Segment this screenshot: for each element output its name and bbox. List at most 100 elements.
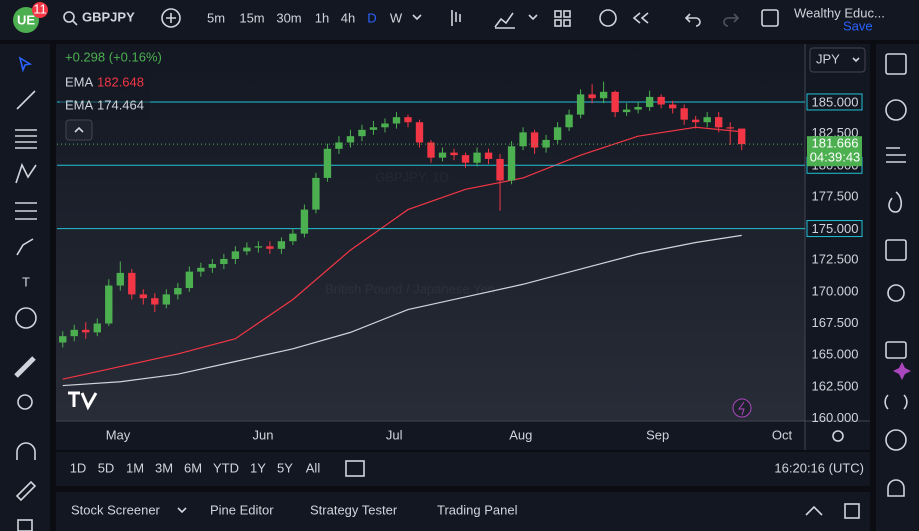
watchlist-button[interactable] xyxy=(885,53,907,75)
x-tick-label: Jun xyxy=(253,427,274,442)
candle-body xyxy=(404,117,412,123)
panel-tab[interactable]: Stock Screener xyxy=(71,502,161,517)
panel-tab[interactable]: Pine Editor xyxy=(210,502,274,517)
range-button[interactable]: 6M xyxy=(184,460,202,475)
indicators-button[interactable] xyxy=(494,12,515,29)
range-button[interactable]: YTD xyxy=(213,460,239,475)
candle-body xyxy=(392,117,401,124)
pattern-tool[interactable] xyxy=(15,162,37,184)
panel-maximize[interactable] xyxy=(844,503,860,519)
range-bar xyxy=(56,452,870,486)
range-button[interactable]: 1D xyxy=(70,460,87,475)
range-button[interactable]: 1M xyxy=(126,460,144,475)
text-tool[interactable]: T xyxy=(22,274,30,289)
hotlist-button[interactable] xyxy=(888,191,903,213)
layout-name[interactable]: Wealthy Educ... xyxy=(794,5,885,20)
candle-body xyxy=(231,251,240,259)
replay-side-button[interactable] xyxy=(885,429,907,451)
data-window-button[interactable] xyxy=(886,147,906,163)
level-label-box xyxy=(806,93,863,111)
candle-body xyxy=(496,158,504,181)
candle-body xyxy=(266,246,274,249)
range-button[interactable]: 1Y xyxy=(250,460,266,475)
indicators-dropdown[interactable] xyxy=(528,14,538,21)
calendar-button[interactable] xyxy=(885,239,907,261)
candle-body xyxy=(277,241,286,249)
interval-button[interactable]: 15m xyxy=(239,10,264,25)
candle-body xyxy=(565,114,573,128)
events-button[interactable] xyxy=(732,398,752,418)
candle-body xyxy=(174,288,182,295)
candle-body xyxy=(312,177,320,210)
interval-button[interactable]: W xyxy=(390,10,403,25)
legend-value: 182.648 xyxy=(97,74,144,89)
alert-button[interactable] xyxy=(599,9,617,27)
candle-body xyxy=(116,272,124,286)
layout-button[interactable] xyxy=(554,10,562,18)
lock-tool[interactable] xyxy=(15,480,37,502)
candle-body xyxy=(484,152,493,159)
range-button[interactable]: 5Y xyxy=(277,460,293,475)
interval-button[interactable]: 4h xyxy=(341,10,355,25)
interval-button[interactable]: 1h xyxy=(315,10,329,25)
ideas-button[interactable] xyxy=(887,284,905,302)
candle-body xyxy=(59,336,67,343)
screener-dropdown[interactable] xyxy=(177,507,187,514)
countdown-label: 04:39:43 xyxy=(810,150,861,165)
fib-tool[interactable] xyxy=(15,129,37,149)
trend-line-tool[interactable] xyxy=(16,90,36,110)
range-button[interactable]: 3M xyxy=(155,460,173,475)
logo-text: UE xyxy=(17,12,35,27)
legend-value: 174.464 xyxy=(97,97,144,112)
price-change: +0.298 (+0.16%) xyxy=(65,49,162,64)
interval-button[interactable]: 30m xyxy=(276,10,301,25)
compare-button[interactable] xyxy=(161,8,181,28)
layout-toggle[interactable] xyxy=(761,9,779,27)
panel-tab[interactable]: Strategy Tester xyxy=(310,502,398,517)
panel-tab[interactable]: Trading Panel xyxy=(437,502,518,517)
range-button[interactable]: All xyxy=(306,460,321,475)
notifications-button[interactable] xyxy=(887,479,905,497)
interval-dropdown[interactable] xyxy=(412,14,422,21)
legend-collapse[interactable] xyxy=(65,119,93,141)
prediction-tool[interactable] xyxy=(15,202,37,220)
alerts-button[interactable] xyxy=(885,99,907,121)
chart-type-button[interactable] xyxy=(451,10,461,26)
y-tick-label: 162.500 xyxy=(812,378,859,393)
candle-body xyxy=(473,152,481,163)
candle-body xyxy=(82,329,90,333)
axis-settings[interactable] xyxy=(832,430,844,442)
ruler-tool[interactable] xyxy=(14,356,36,378)
interval-button[interactable]: 5m xyxy=(207,10,225,25)
cursor-tool[interactable] xyxy=(18,56,33,73)
search-icon[interactable] xyxy=(63,11,75,23)
magnet-tool[interactable] xyxy=(16,442,36,460)
panel-toggle[interactable] xyxy=(805,505,823,516)
goto-date[interactable] xyxy=(345,460,365,477)
interval-button[interactable]: D xyxy=(367,10,376,25)
legend-name: EMA xyxy=(65,74,94,89)
candle-body xyxy=(358,129,366,137)
brush-tool[interactable] xyxy=(16,238,34,256)
currency-select[interactable] xyxy=(809,47,866,73)
undo-button[interactable] xyxy=(684,13,701,27)
candle-body xyxy=(622,109,631,113)
lock-icon[interactable] xyxy=(17,519,33,531)
chat-button[interactable] xyxy=(885,341,907,359)
candle-body xyxy=(128,272,136,295)
x-tick-label: Aug xyxy=(509,427,532,442)
ema-line xyxy=(62,234,742,387)
streams-button[interactable] xyxy=(884,394,908,410)
range-button[interactable]: 5D xyxy=(98,460,115,475)
replay-button[interactable] xyxy=(632,12,649,24)
candle-body xyxy=(254,246,263,248)
x-tick-label: Sep xyxy=(646,427,669,442)
symbol[interactable]: GBPJPY xyxy=(82,9,135,24)
clock: 16:20:16 (UTC) xyxy=(774,460,864,475)
level-label: 175.000 xyxy=(812,221,859,236)
save-label[interactable]: Save xyxy=(843,18,873,33)
zoom-tool[interactable] xyxy=(17,394,33,410)
ai-button[interactable] xyxy=(893,362,911,380)
logo[interactable] xyxy=(13,7,39,33)
emoji-tool[interactable] xyxy=(15,307,37,329)
